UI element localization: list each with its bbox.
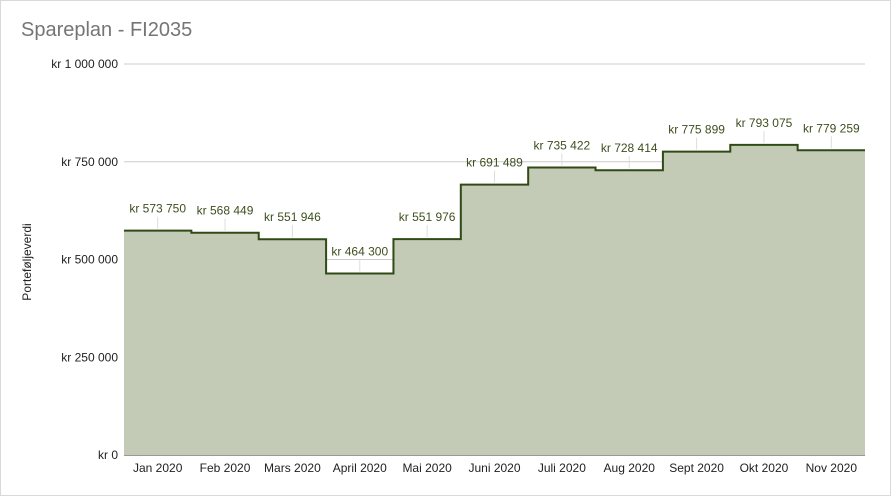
data-label: kr 573 750: [129, 202, 186, 216]
series-step-line: [124, 143, 865, 275]
y-tick-labels: kr 0 kr 250 000 kr 500 000 kr 750 000 kr 1 0…: [51, 57, 118, 462]
data-label: kr 779 259: [803, 121, 860, 135]
y-tick-label: kr 500 000: [61, 253, 118, 267]
x-tick-label: Feb 2020: [200, 461, 251, 475]
data-label: kr 735 422: [534, 138, 591, 152]
y-tick-label: kr 750 000: [61, 155, 118, 169]
data-label: kr 464 300: [331, 244, 388, 258]
y-axis-label: Porteføljeverdi: [20, 223, 34, 300]
y-tick-label: kr 250 000: [61, 350, 118, 364]
area-layer: [124, 143, 865, 456]
data-label: kr 691 489: [466, 156, 523, 170]
x-tick-label: April 2020: [333, 461, 387, 475]
area-fill: [124, 144, 865, 456]
x-tick-labels: Jan 2020 Feb 2020 Mars 2020 April 2020 Mai 2…: [133, 461, 857, 475]
chart-title: Spareplan - FI2035: [21, 19, 193, 41]
x-tick-label: Okt 2020: [740, 461, 789, 475]
data-labels: kr 573 750 kr 568 449 kr 551 946 kr 464 300…: [129, 116, 860, 272]
x-tick-label: Juli 2020: [538, 461, 586, 475]
x-tick-label: Jan 2020: [133, 461, 183, 475]
x-tick-label: Mai 2020: [402, 461, 452, 475]
data-label: kr 551 976: [399, 210, 456, 224]
x-tick-label: Nov 2020: [806, 461, 858, 475]
x-tick-label: Aug 2020: [604, 461, 656, 475]
x-tick-label: Sept 2020: [669, 461, 724, 475]
data-label: kr 551 946: [264, 210, 321, 224]
data-label: kr 568 449: [197, 204, 254, 218]
y-tick-label: kr 0: [98, 448, 118, 462]
x-tick-label: Juni 2020: [468, 461, 520, 475]
data-label: kr 793 075: [736, 116, 793, 130]
data-label: kr 775 899: [668, 123, 725, 137]
data-label: kr 728 414: [601, 141, 658, 155]
x-tick-label: Mars 2020: [264, 461, 321, 475]
y-tick-label: kr 1 000 000: [51, 57, 118, 71]
